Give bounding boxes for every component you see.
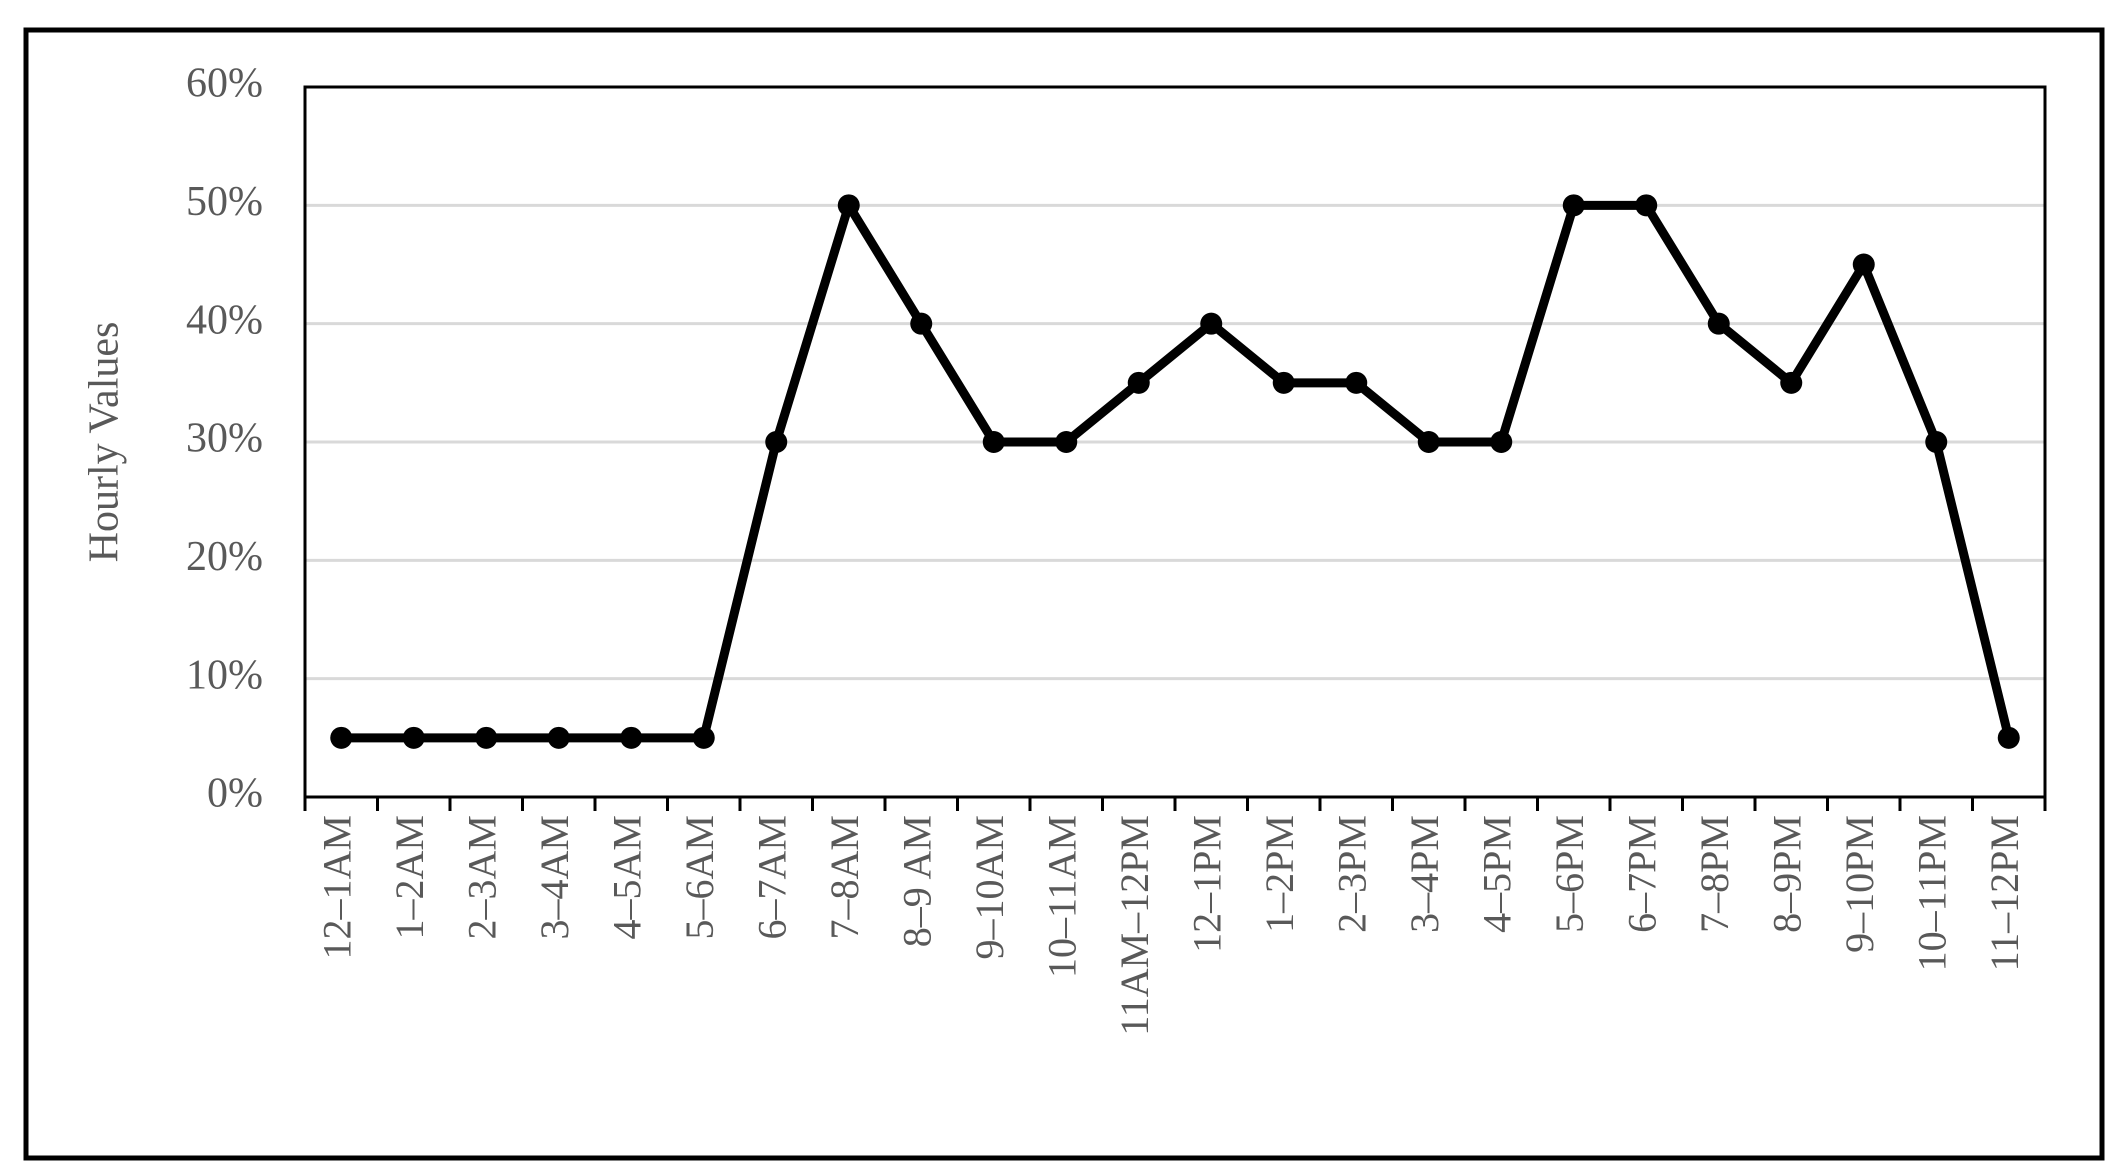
x-tick-label: 5–6AM (677, 815, 722, 939)
x-tick-label: 2–3AM (459, 815, 504, 939)
x-tick-label: 10–11AM (1039, 815, 1084, 978)
marker (330, 726, 353, 749)
x-tick-label: 6–7AM (749, 815, 794, 939)
x-tick-label: 12–1PM (1184, 815, 1229, 953)
marker (547, 726, 570, 749)
marker (982, 431, 1005, 453)
x-tick-label: 1–2PM (1257, 815, 1302, 933)
x-tick-label: 4–5PM (1474, 815, 1519, 933)
x-tick-label: 8–9 AM (894, 815, 939, 947)
x-tick-label: 10–11PM (1909, 815, 1954, 971)
marker (1635, 194, 1658, 217)
x-tick-label: 9–10AM (967, 815, 1012, 959)
x-tick-label: 8–9PM (1764, 815, 1809, 933)
marker (692, 726, 715, 749)
marker (1925, 431, 1948, 453)
x-tick-label: 3–4AM (532, 815, 577, 939)
y-tick-label: 20% (186, 534, 263, 580)
marker (837, 194, 860, 217)
x-tick-label: 1–2AM (387, 815, 432, 939)
x-tick-label: 11–12PM (1982, 815, 2027, 971)
x-tick-label: 11AM–12PM (1112, 815, 1157, 1036)
x-tick-label: 5–6PM (1547, 815, 1592, 933)
x-tick-label: 2–3PM (1329, 815, 1374, 933)
x-tick-label: 6–7PM (1619, 815, 1664, 933)
marker (1200, 312, 1223, 335)
line (341, 200, 2014, 743)
marker (910, 312, 933, 335)
x-tick-label: 9–10PM (1837, 815, 1882, 953)
marker (475, 726, 498, 749)
marker (1852, 253, 1875, 276)
marker (1055, 431, 1078, 453)
marker (1345, 371, 1368, 394)
marker (1127, 371, 1150, 394)
y-tick-label: 60% (186, 61, 263, 107)
x-tick-label: 7–8AM (822, 815, 867, 939)
frame (23, 27, 2105, 1161)
y-tick-label: 0% (207, 771, 263, 817)
marker (765, 431, 788, 453)
y-axis-label: Hourly Values (82, 322, 128, 563)
y-tick-label: 10% (186, 652, 263, 698)
y-tick-label: 30% (186, 416, 263, 462)
marker (1707, 312, 1730, 335)
x-tick-label: 4–5AM (604, 815, 649, 939)
marker (1490, 431, 1513, 453)
marker (1417, 431, 1440, 453)
x-tick-label: 7–8PM (1692, 815, 1737, 933)
x-tick-label: 3–4PM (1402, 815, 1447, 933)
marker (620, 726, 643, 749)
marker (1997, 726, 2020, 749)
marker (1562, 194, 1585, 217)
marker (402, 726, 425, 749)
marker (1780, 371, 1803, 394)
x-tick-label: 12–1AM (314, 815, 359, 959)
marker (1272, 371, 1295, 394)
y-tick-label: 40% (186, 297, 263, 343)
y-tick-label: 50% (186, 179, 263, 225)
